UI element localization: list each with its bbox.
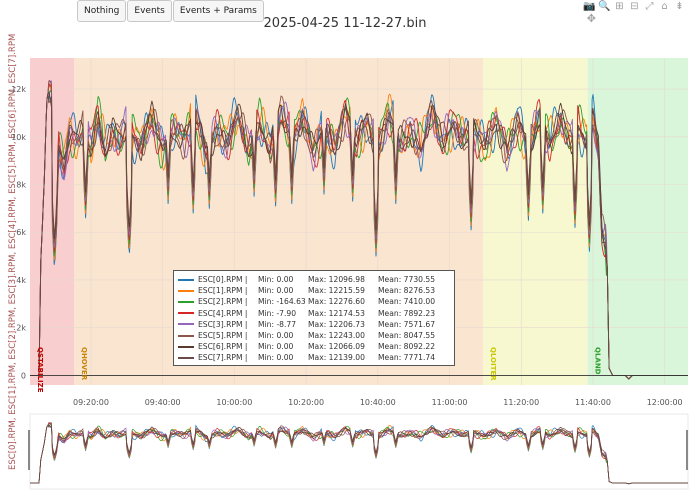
zoom-icon[interactable]: 🔍 <box>598 1 611 12</box>
mode-band <box>483 58 588 385</box>
legend-item[interactable]: ESC[1].RPM | Min: 0.00 Max: 12215.59 Mean:… <box>178 285 450 296</box>
nothing-button[interactable]: Nothing <box>77 0 127 22</box>
leg-min-text: Min: 0.00 <box>258 353 294 363</box>
leg-mean-text: Mean: 7892.23 <box>378 308 436 318</box>
legend-item[interactable]: ESC[7].RPM | Min: 0.00 Max: 12139.00 Mean:… <box>178 352 450 363</box>
legend-swatch <box>178 289 194 292</box>
leg-mean-text: Mean: 7571.67 <box>378 319 436 329</box>
leg-mean-text: Mean: 8047.55 <box>378 331 436 341</box>
events-button[interactable]: Events <box>127 0 172 22</box>
legend-item[interactable]: ESC[0].RPM | Min: 0.00 Max: 12096.98 Mean:… <box>178 274 450 285</box>
y-tick-label: 6k <box>16 228 26 237</box>
leg-max-text: Max: 12206.73 <box>308 319 365 329</box>
spike-icon[interactable]: ⇟ <box>675 1 684 12</box>
leg-min-text: Min: 0.00 <box>258 331 294 341</box>
leg-max-text: Max: 12174.53 <box>308 308 365 318</box>
x-tick-label: 09:40:00 <box>145 398 181 407</box>
series-line-6 <box>30 92 688 380</box>
leg-max-text: Max: 12066.09 <box>308 342 365 352</box>
mode-band <box>587 58 688 385</box>
leg-max-text: Max: 12096.98 <box>308 275 365 285</box>
leg-max-text: Max: 12215.59 <box>308 286 365 296</box>
range-series-line-7 <box>30 424 688 485</box>
range-series-line-5 <box>30 422 688 485</box>
series-line-5 <box>30 80 688 380</box>
leg-mean-text: Mean: 7730.55 <box>378 275 436 285</box>
leg-mean-text: Mean: 7771.74 <box>378 353 436 363</box>
leg-mean-text: Mean: 7410.00 <box>378 297 436 307</box>
y-tick-label: 4k <box>16 276 26 285</box>
mode-label: QHOVER <box>80 347 88 381</box>
x-tick-label: 11:20:00 <box>503 398 539 407</box>
legend-item[interactable]: ESC[6].RPM | Min: 0.00 Max: 12066.09 Mean:… <box>178 341 450 352</box>
legend-item[interactable]: ESC[2].RPM | Min: -164.63 Max: 12276.60 Me… <box>178 296 450 307</box>
legend-item[interactable]: ESC[5].RPM | Min: 0.00 Max: 12243.00 Mean:… <box>178 330 450 341</box>
autoscale-icon[interactable]: ⤢ <box>645 1 654 12</box>
legend-swatch <box>178 356 194 359</box>
legend-item[interactable]: ESC[3].RPM | Min: -8.77 Max: 12206.73 Mean… <box>178 319 450 330</box>
x-tick-label: 11:00:00 <box>432 398 468 407</box>
button-group: Nothing Events Events + Params <box>77 0 265 22</box>
leg-name-text: ESC[7].RPM | <box>198 353 248 363</box>
modebar: 📷 🔍 ⊞ ⊟ ⤢ ⌂ ⇟ <box>583 0 686 13</box>
legend-swatch <box>178 334 194 337</box>
events-params-button[interactable]: Events + Params <box>172 0 264 22</box>
leg-min-text: Min: -164.63 <box>258 297 306 307</box>
leg-name-text: ESC[4].RPM | <box>198 308 248 318</box>
pan-icon[interactable]: ✥ <box>586 12 596 25</box>
zoom-out-icon[interactable]: ⊟ <box>630 1 639 12</box>
leg-name-text: ESC[0].RPM | <box>198 275 248 285</box>
range-slider <box>29 413 689 490</box>
range-series-line-6 <box>30 424 688 485</box>
leg-max-text: Max: 12139.00 <box>308 353 365 363</box>
y-tick-label: 0 <box>21 371 26 380</box>
x-tick-label: 11:40:00 <box>575 398 611 407</box>
leg-min-text: Min: 0.00 <box>258 286 294 296</box>
leg-min-text: Min: 0.00 <box>258 342 294 352</box>
mode-label: QSTABILIZE <box>36 347 44 393</box>
leg-min-text: Min: 0.00 <box>258 275 294 285</box>
x-tick-label: 10:00:00 <box>216 398 252 407</box>
chart-title: 2025-04-25 11-12-27.bin <box>263 16 427 31</box>
y-tick-label: 2k <box>16 324 26 333</box>
leg-min-text: Min: -8.77 <box>258 319 297 329</box>
zoom-in-icon[interactable]: ⊞ <box>615 1 624 12</box>
mode-label: QLAND <box>594 347 602 375</box>
leg-mean-text: Mean: 8276.53 <box>378 286 436 296</box>
leg-name-text: ESC[1].RPM | <box>198 286 248 296</box>
range-series-line-2 <box>30 424 688 485</box>
legend-swatch <box>178 323 194 326</box>
y-tick-label: 8k <box>16 181 26 190</box>
y-tick-label: 10k <box>11 133 26 142</box>
legend-swatch <box>178 345 194 348</box>
leg-name-text: ESC[5].RPM | <box>198 331 248 341</box>
series-line-2 <box>30 90 688 380</box>
series-line-3 <box>30 83 688 380</box>
x-tick-label: 10:20:00 <box>288 398 324 407</box>
y-tick-label: 12k <box>11 85 26 94</box>
leg-mean-text: Mean: 8092.22 <box>378 342 436 352</box>
range-series-line-3 <box>30 423 688 485</box>
leg-name-text: ESC[2].RPM | <box>198 297 248 307</box>
leg-max-text: Max: 12243.00 <box>308 331 365 341</box>
x-tick-label: 12:00:00 <box>647 398 683 407</box>
legend: ESC[0].RPM | Min: 0.00 Max: 12096.98 Mean:… <box>173 270 455 366</box>
legend-swatch <box>178 300 194 303</box>
leg-max-text: Max: 12276.60 <box>308 297 365 307</box>
legend-item[interactable]: ESC[4].RPM | Min: -7.90 Max: 12174.53 Mean… <box>178 308 450 319</box>
mode-label: QLOITER <box>489 347 497 381</box>
leg-name-text: ESC[3].RPM | <box>198 319 248 329</box>
x-tick-label: 10:40:00 <box>360 398 396 407</box>
home-icon[interactable]: ⌂ <box>661 1 668 12</box>
leg-min-text: Min: -7.90 <box>258 308 297 318</box>
camera-icon[interactable]: 📷 <box>583 1 596 12</box>
series-line-7 <box>30 93 688 380</box>
leg-name-text: ESC[6].RPM | <box>198 342 248 352</box>
legend-swatch <box>178 278 194 281</box>
legend-swatch <box>178 312 194 315</box>
x-tick-label: 09:20:00 <box>73 398 109 407</box>
